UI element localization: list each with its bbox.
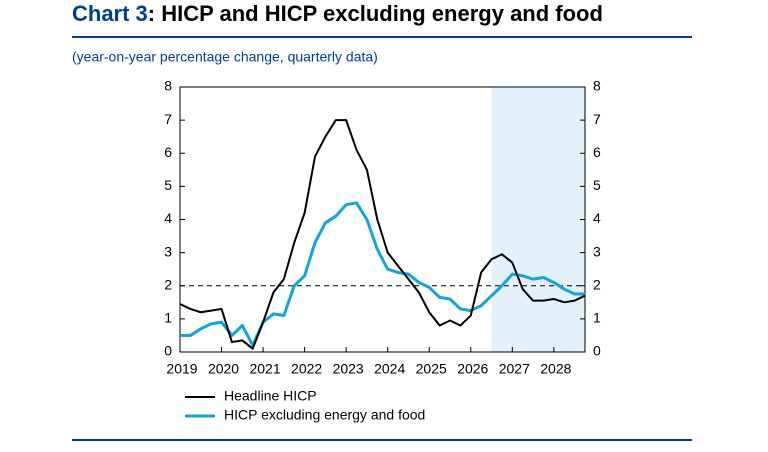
subtitle: (year-on-year percentage change, quarter… bbox=[72, 49, 378, 65]
legend-label: Headline HICP bbox=[224, 388, 317, 404]
y2-tick-label: 3 bbox=[593, 243, 601, 259]
y2-tick-label: 4 bbox=[593, 210, 601, 226]
y-tick-label: 8 bbox=[164, 78, 172, 94]
y-tick-label: 7 bbox=[164, 111, 172, 127]
y-tick-label: 2 bbox=[164, 276, 172, 292]
y-tick-label: 4 bbox=[164, 210, 172, 226]
y2-tick-label: 1 bbox=[593, 310, 601, 326]
y2-tick-label: 2 bbox=[593, 276, 601, 292]
chart-label: Chart 3 bbox=[72, 1, 148, 26]
x-tick-label: 2021 bbox=[249, 361, 280, 377]
x-tick-label: 2019 bbox=[166, 361, 197, 377]
y-tick-label: 3 bbox=[164, 243, 172, 259]
y-tick-label: 6 bbox=[164, 144, 172, 160]
x-tick-label: 2024 bbox=[374, 361, 405, 377]
y2-tick-label: 5 bbox=[593, 177, 601, 193]
y-tick-label: 1 bbox=[164, 310, 172, 326]
x-tick-label: 2023 bbox=[333, 361, 364, 377]
y-tick-label: 5 bbox=[164, 177, 172, 193]
y2-tick-label: 8 bbox=[593, 78, 601, 94]
projection-shade bbox=[491, 87, 585, 352]
chart-title: Chart 3: HICP and HICP excluding energy … bbox=[72, 1, 603, 26]
x-tick-label: 2027 bbox=[499, 361, 530, 377]
x-tick-label: 2020 bbox=[208, 361, 239, 377]
title-text: : HICP and HICP excluding energy and foo… bbox=[148, 1, 603, 26]
x-tick-label: 2026 bbox=[457, 361, 488, 377]
y2-tick-label: 7 bbox=[593, 111, 601, 127]
legend-label: HICP excluding energy and food bbox=[224, 407, 425, 423]
x-tick-label: 2025 bbox=[416, 361, 447, 377]
y-tick-label: 0 bbox=[164, 343, 172, 359]
y2-tick-label: 0 bbox=[593, 343, 601, 359]
y2-tick-label: 6 bbox=[593, 144, 601, 160]
x-tick-label: 2022 bbox=[291, 361, 322, 377]
series-line bbox=[179, 119, 586, 350]
x-tick-label: 2028 bbox=[540, 361, 571, 377]
